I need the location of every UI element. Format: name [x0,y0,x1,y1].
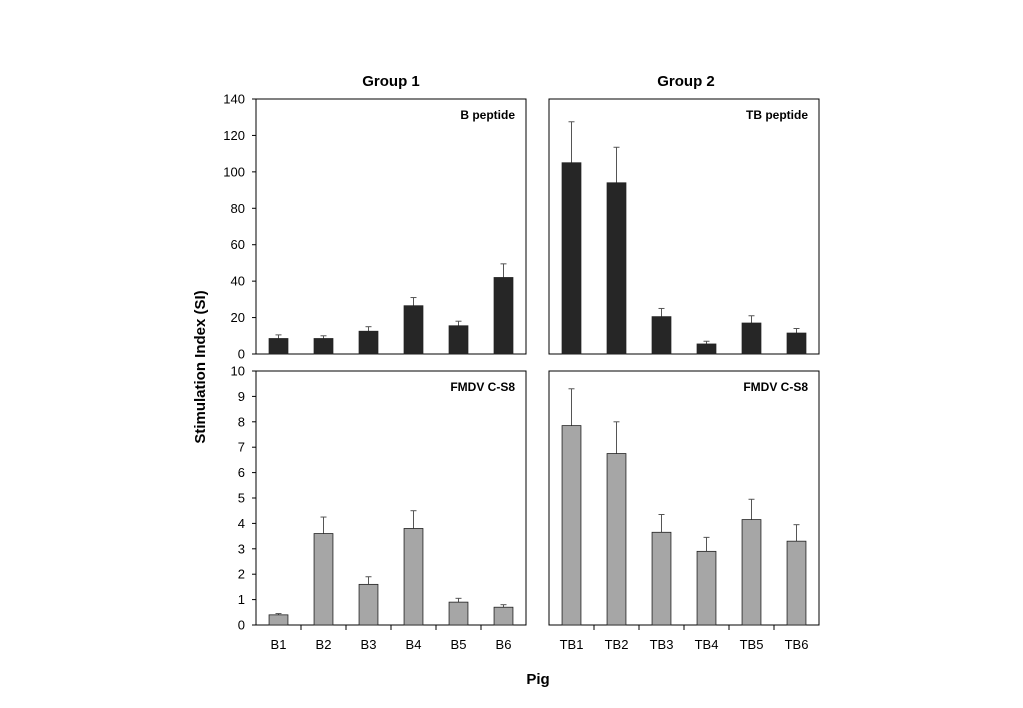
bar-tb1 [561,425,582,626]
bar-b3 [358,330,379,355]
bar-tb6 [786,540,807,626]
bar-b1 [268,338,289,355]
panel-1: B peptide 0 20 40 60 80 100 120 140 [223,92,527,362]
y-tick-label: 140 [223,92,245,107]
y-tick-label: 20 [231,310,245,325]
group1-title: Group 1 [362,73,420,90]
bar-tb2 [606,453,627,626]
y-tick-label: 0 [238,347,245,362]
bar-b6 [493,277,514,355]
y-tick-label: 80 [231,201,245,216]
y-tick-label: 40 [231,274,245,289]
bar-b2 [313,338,334,355]
y-tick-label: 120 [223,128,245,143]
plot-frame [255,98,527,355]
plot-frame [548,370,820,626]
y-tick-label: 2 [238,567,245,582]
bar-b5 [448,601,469,626]
y-tick-label: 100 [223,164,245,179]
x-tick-label: B2 [316,637,332,652]
bar-b4 [403,305,424,355]
x-tick-label: B6 [496,637,512,652]
x-tick-label: TB5 [740,637,764,652]
bar-b5 [448,325,469,355]
y-tick-label: 4 [238,516,245,531]
panel-3: FMDV C-S8 0 1 2 3 4 5 6 7 8 9 10 B1 B2 B3 B4 B5 B6 [231,364,527,652]
x-tick-label: TB6 [785,637,809,652]
bar-tb3 [651,316,672,355]
bar-b1 [268,614,289,626]
bar-tb5 [741,519,762,626]
plot-frame [548,98,820,355]
bar-tb4 [696,343,717,355]
y-tick-label: 3 [238,541,245,556]
panel-2: TB peptide [548,98,820,355]
x-tick-label: B3 [361,637,377,652]
y-tick-label: 0 [238,618,245,633]
y-tick-label: 8 [238,414,245,429]
y-axis-label: Stimulation Index (SI) [192,290,209,443]
y-tick-label: 9 [238,389,245,404]
x-tick-label: TB2 [605,637,629,652]
x-tick-label: B4 [406,637,422,652]
y-tick-label: 60 [231,237,245,252]
x-tick-label: TB3 [650,637,674,652]
bar-b2 [313,533,334,626]
panel-label: B peptide [460,108,515,122]
bar-b3 [358,583,379,626]
panel-label: TB peptide [746,108,808,122]
panel-label: FMDV C-S8 [743,380,808,394]
y-tick-label: 1 [238,592,245,607]
bar-b4 [403,528,424,626]
panel-label: FMDV C-S8 [450,380,515,394]
bar-tb6 [786,332,807,355]
bar-tb5 [741,322,762,355]
bar-tb4 [696,550,717,626]
x-tick-label: TB1 [560,637,584,652]
panel-4: FMDV C-S8 TB1 TB2 TB3 TB4 TB5 TB6 [548,370,820,652]
group2-title: Group 2 [657,73,715,90]
x-tick-label: B1 [271,637,287,652]
y-tick-label: 5 [238,491,245,506]
x-axis-label: Pig [526,671,549,688]
bar-b6 [493,606,514,626]
x-tick-label: TB4 [695,637,719,652]
y-tick-label: 10 [231,364,245,379]
y-tick-label: 6 [238,465,245,480]
plot-frame [255,370,527,626]
bar-tb1 [561,162,582,355]
bar-tb2 [606,182,627,355]
x-tick-label: B5 [451,637,467,652]
bar-tb3 [651,531,672,626]
y-tick-label: 7 [238,440,245,455]
